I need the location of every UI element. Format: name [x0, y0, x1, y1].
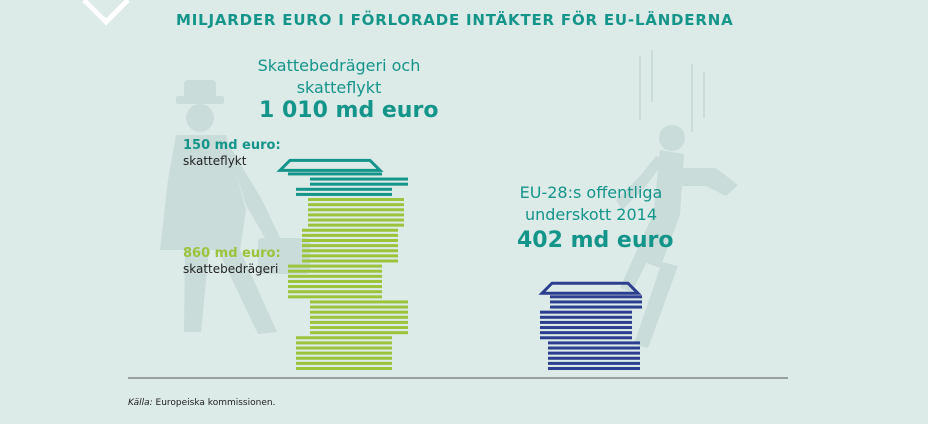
left-heading-line-1: Skattebedrägeri och	[257, 56, 421, 75]
stack-0-series-0-note-13	[310, 300, 408, 304]
stack-0-series-1-top-note	[276, 158, 384, 172]
stack-1-series-2-note-14	[550, 295, 642, 299]
stack-0-series-0-note-12	[310, 305, 408, 309]
stack-0-series-1-note-4	[288, 172, 382, 176]
stack-0-series-0-note-31	[308, 208, 404, 212]
left-stack-heading: Skattebedrägeri och skatteflykt	[254, 55, 424, 99]
stack-1-series-2-note-8	[540, 326, 632, 330]
stack-1-series-2-note-3	[548, 351, 640, 355]
avoidance-name-label: skatteflykt	[183, 154, 247, 168]
right-heading-line-1: EU-28:s offentliga	[519, 183, 663, 202]
stack-0-series-0-note-27	[302, 228, 398, 232]
stack-0-series-0-note-25	[302, 239, 398, 242]
stack-0-series-1-note-1	[296, 187, 392, 191]
stack-0-series-0-note-15	[288, 290, 382, 294]
fraud-name-label: skattebedrägeri	[183, 262, 279, 276]
stack-0-series-0-note-19	[288, 269, 382, 273]
stack-0-series-0-note-7	[310, 331, 408, 335]
source-text: Europeiska kommissionen.	[155, 398, 276, 408]
stack-0-series-0-note-24	[302, 244, 398, 248]
stack-1-series-2-note-1	[548, 361, 640, 365]
right-stack-total: 402 md euro	[517, 228, 674, 253]
stack-0-series-0-note-20	[288, 264, 382, 268]
stack-0-series-0-note-23	[302, 249, 398, 253]
stack-0-series-0-note-17	[288, 279, 382, 283]
stack-1-series-2-note-6	[540, 336, 632, 340]
stack-1-series-2-note-0	[548, 367, 640, 370]
stack-0-series-0-note-11	[310, 310, 408, 314]
fraud-value-label: 860 md euro:	[183, 246, 281, 261]
stack-0-series-0-note-2	[296, 356, 392, 360]
stack-0-series-0-note-33	[308, 198, 404, 202]
stack-1-series-2-note-4	[548, 346, 640, 350]
stack-0-series-0-note-32	[308, 203, 404, 207]
stack-0-series-0-note-3	[296, 351, 392, 355]
stack-0-series-0-note-21	[302, 259, 398, 263]
stack-0-series-1-note-0	[296, 192, 392, 196]
left-stack-total: 1 010 md euro	[259, 98, 439, 123]
falling-man-silhouette	[616, 50, 738, 348]
stack-0-series-0-note-1	[296, 361, 392, 365]
source-prefix: Källa:	[128, 398, 153, 408]
stack-0-series-0-note-6	[296, 336, 392, 340]
right-stack-heading: EU-28:s offentliga underskott 2014	[506, 182, 676, 226]
corner-chevron-icon	[82, 0, 130, 26]
stack-1-series-2-note-12	[550, 305, 642, 309]
stack-0-series-0-note-4	[296, 346, 392, 350]
source-note: Källa: Europeiska kommissionen.	[128, 398, 275, 408]
stack-1-series-2-note-11	[540, 310, 632, 314]
stack-1-series-2-note-7	[540, 331, 632, 335]
stack-0-series-0-note-18	[288, 274, 382, 278]
stack-0-series-0-note-14	[288, 295, 382, 299]
stack-1-series-2-note-2	[548, 356, 640, 360]
stack-1-series-2-top-note	[538, 281, 642, 295]
chart-marks	[276, 158, 642, 370]
avoidance-value-label: 150 md euro:	[183, 138, 281, 153]
stack-0-series-0-note-10	[310, 315, 408, 319]
stack-1-series-2-note-10	[540, 315, 632, 319]
stack-0-series-1-note-2	[310, 182, 408, 186]
stack-1-series-2-note-5	[548, 341, 640, 345]
stack-1-series-2-note-13	[550, 300, 642, 304]
chart-title: MILJARDER EURO I FÖRLORADE INTÄKTER FÖR …	[176, 11, 734, 29]
stack-0-series-0-note-16	[288, 285, 382, 289]
left-heading-line-2: skatteflykt	[296, 78, 382, 97]
stack-0-series-0-note-22	[302, 254, 398, 258]
stack-0-series-0-note-30	[308, 213, 404, 217]
stack-0-series-0-note-29	[308, 218, 404, 222]
stack-0-series-0-note-9	[310, 320, 408, 324]
stack-1-series-2-note-9	[540, 320, 632, 324]
stack-0-series-0-note-0	[296, 367, 392, 370]
stack-0-series-0-note-26	[302, 233, 398, 237]
stack-0-series-0-note-5	[296, 341, 392, 345]
stack-0-series-0-note-28	[308, 223, 404, 227]
stack-0-series-1-note-3	[310, 177, 408, 181]
right-heading-line-2: underskott 2014	[524, 205, 658, 224]
stack-0-series-0-note-8	[310, 326, 408, 330]
